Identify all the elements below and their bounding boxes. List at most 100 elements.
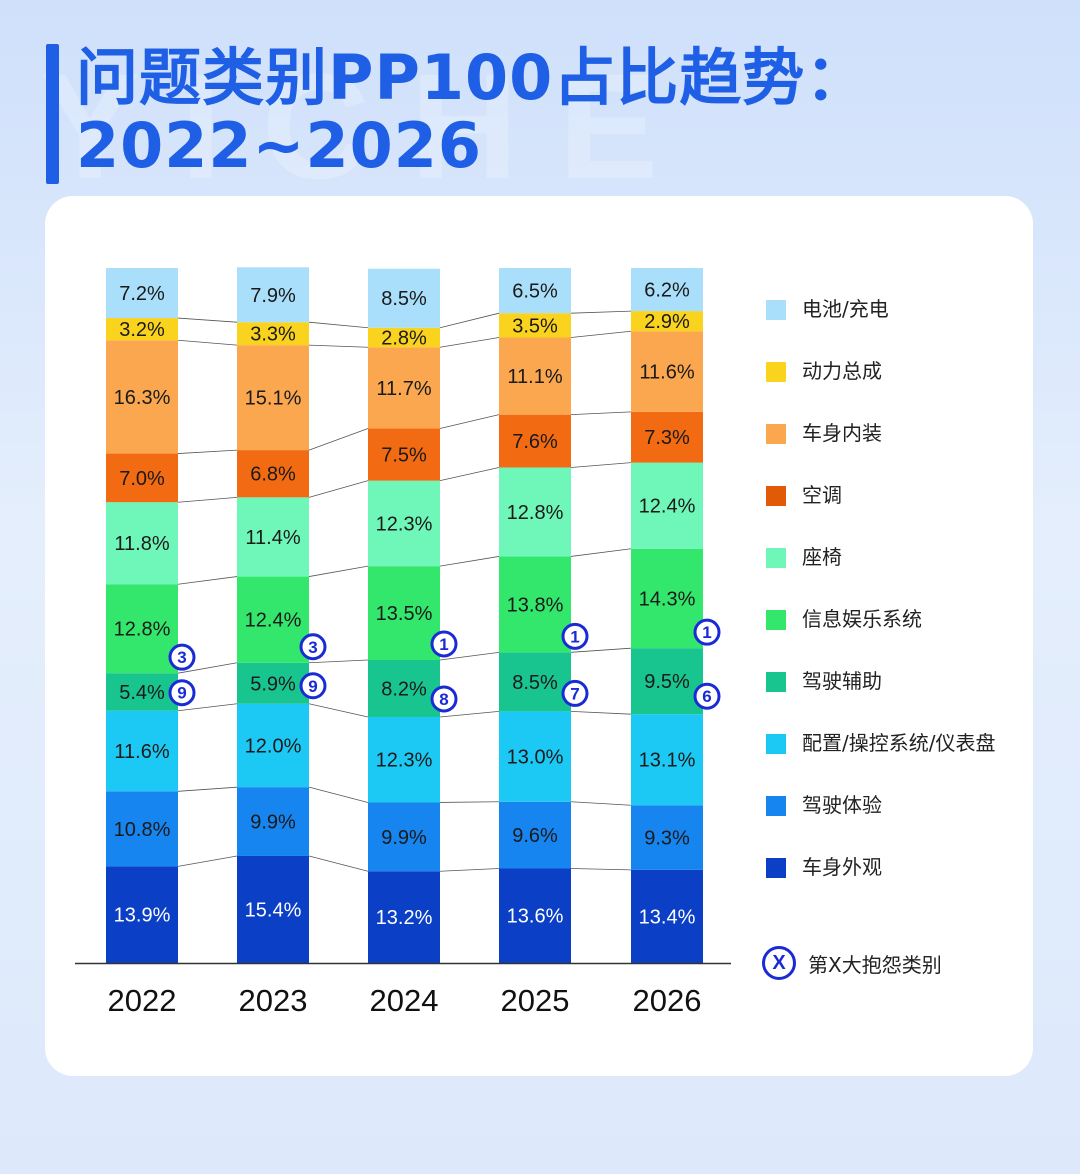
data-label: 15.1% [245,388,302,410]
legend-item: 车身内装 [766,418,995,480]
page-title: 问题类别PP100占比趋势： 2022~2026 [76,44,868,180]
rank-badge-label: 6 [702,687,711,706]
data-label: 8.5% [381,288,427,310]
data-label: 13.2% [376,907,433,929]
bar-segment [499,868,571,963]
connector-line [308,565,369,577]
data-label: 5.9% [250,673,296,695]
data-label: 7.6% [512,431,558,453]
connector-line [439,651,500,661]
bar-segment [499,711,571,802]
connector-line [308,703,369,718]
connector-line [308,659,369,664]
rank-legend: X 第X大抱怨类别 [762,946,942,980]
data-label: 3.3% [250,324,296,346]
connector-line [177,317,238,323]
legend-swatch [766,796,786,816]
connector-line [308,786,369,803]
legend-swatch [766,610,786,630]
connector-line [439,711,500,718]
rank-badge [561,679,589,707]
legend-item: 电池/充电 [766,294,995,356]
data-label: 9.5% [644,671,690,693]
bar-segment [106,318,178,341]
data-label: 7.0% [119,468,165,490]
bar-segment [499,268,571,314]
data-label: 6.2% [644,280,690,302]
bar-segment [368,327,440,348]
title-accent-bar [46,44,59,184]
connector-line [177,703,238,712]
rank-badge [693,618,721,646]
rank-badge-label: 9 [308,677,317,696]
legend-label: 驾驶体验 [802,793,882,817]
connector-line [570,801,632,806]
legend-swatch [766,734,786,754]
data-label: 13.6% [507,906,564,928]
bar-segment [631,714,703,806]
data-label: 13.1% [639,750,696,772]
bar-segment [631,548,703,649]
connector-line [439,868,500,872]
data-label: 2.8% [381,328,427,350]
connector-line [570,548,632,557]
bar-segment [368,480,440,567]
connector-line [308,428,369,451]
bar-segment [499,337,571,415]
data-label: 9.6% [512,825,558,847]
data-label: 11.6% [639,362,694,384]
data-label: 8.2% [381,678,427,700]
rank-badge [430,630,458,658]
bar-segment [368,347,440,429]
data-label: 15.4% [245,899,302,921]
data-label: 9.9% [381,827,427,849]
connector-line [177,662,238,674]
data-label: 16.3% [114,387,171,409]
bar-segment [106,673,178,711]
rank-circle-icon: X [762,946,796,980]
connector-line [439,801,500,803]
bar-segment [499,556,571,653]
x-tick-label: 2022 [108,983,177,1018]
legend-item: 车身外观 [766,852,995,914]
data-label: 9.9% [250,812,296,834]
bar-segment [237,855,309,963]
legend-label: 配置/操控系统/仪表盘 [802,731,996,755]
bar-segment [237,662,309,704]
rank-badge-label: 9 [177,684,186,703]
rank-legend-label: 第X大抱怨类别 [808,952,942,977]
bar-segment [106,453,178,503]
rank-badge [168,679,196,707]
legend-label: 动力总成 [802,359,882,383]
connector-line [439,467,500,482]
data-label: 12.0% [245,735,302,757]
bar-segment [237,576,309,663]
data-label: 13.4% [639,906,696,928]
legend-label: 空调 [802,483,842,507]
title-line-2: 2022~2026 [76,109,483,182]
bar-segment [631,869,703,963]
bar-segment [237,322,309,346]
rank-badge-label: 7 [570,684,579,703]
connector-line [177,496,238,503]
bar-segment [237,267,309,323]
legend-item: 配置/操控系统/仪表盘 [766,728,995,790]
bar-segment [368,268,440,328]
legend-label: 信息娱乐系统 [802,607,922,631]
connector-line [308,344,369,348]
bar-segment [368,659,440,717]
bar-segment [368,428,440,481]
x-tick-label: 2024 [370,983,439,1018]
data-label: 9.3% [644,828,690,850]
data-label: 2.9% [644,311,690,333]
bar-segment [237,787,309,856]
legend-item: 驾驶体验 [766,790,995,852]
x-tick-label: 2026 [633,983,702,1018]
legend-item: 信息娱乐系统 [766,604,995,666]
rank-badge [168,643,196,671]
data-label: 12.8% [114,619,171,641]
bar-segment [106,710,178,792]
connector-line [439,414,500,429]
rank-badge [299,633,327,661]
rank-badge [561,622,589,650]
